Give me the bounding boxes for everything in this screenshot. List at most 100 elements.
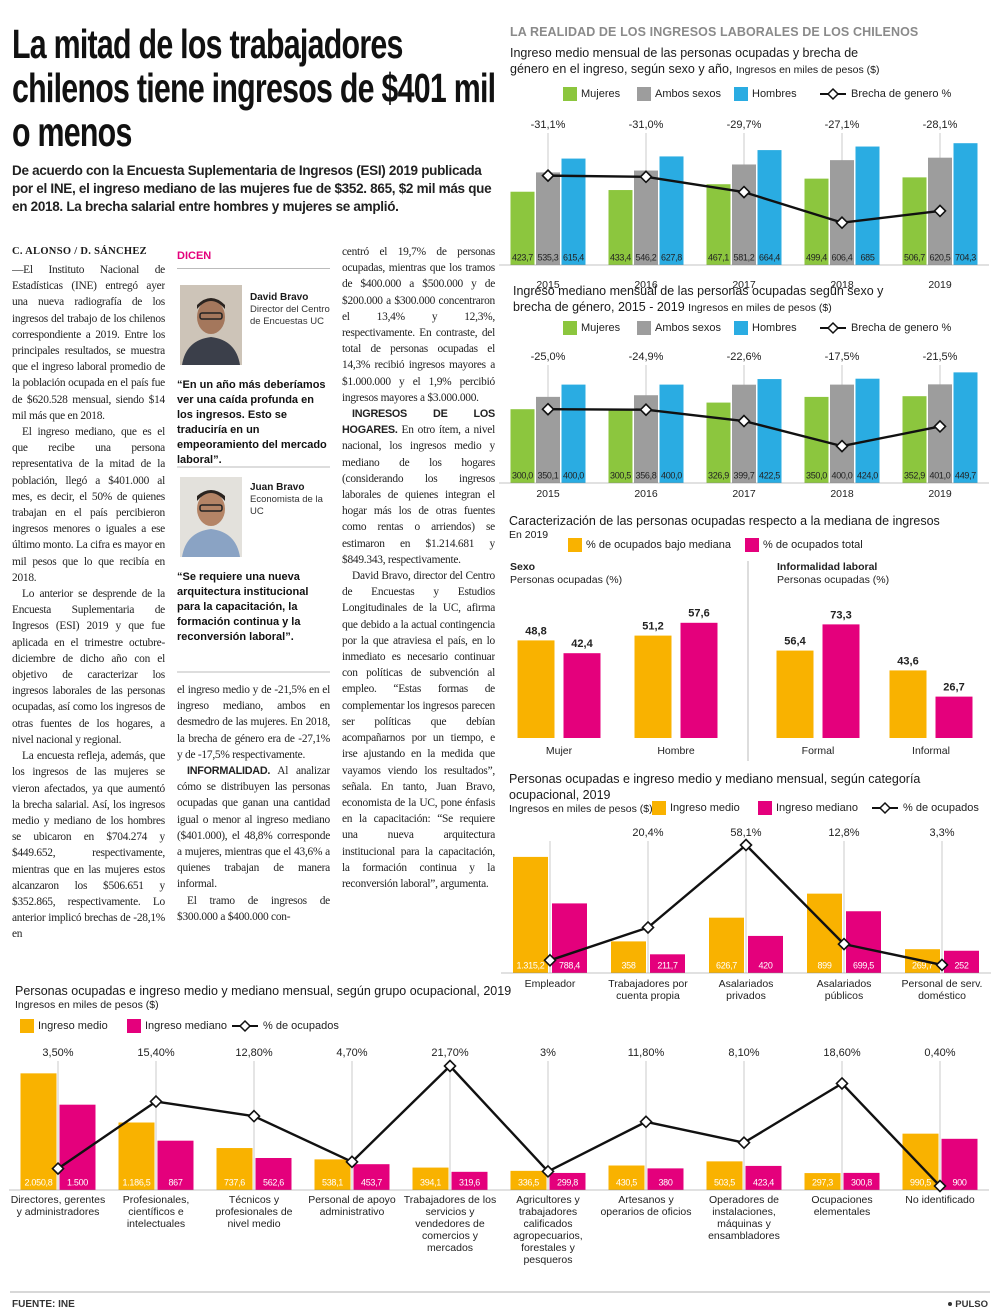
legend-swatch	[734, 87, 748, 101]
line-value-label: 18,60%	[823, 1047, 861, 1059]
bar	[634, 170, 658, 265]
bar-value-label: 399,7	[733, 470, 754, 480]
chart-title: Ingreso mediano mensual de las personas …	[513, 284, 884, 314]
paragraph-text: El ingreso mediano, que es el que recibe…	[12, 426, 165, 584]
bar-value-label: 269,7	[912, 960, 933, 970]
line-marker	[541, 1164, 555, 1179]
brand-block: PULSO	[948, 1299, 988, 1310]
x-tick-label: 2015	[536, 279, 560, 291]
line-value-label: 8,10%	[728, 1047, 759, 1059]
bar	[561, 158, 586, 265]
line-value-label: -27,1%	[825, 119, 860, 131]
bar	[889, 670, 927, 738]
line-marker	[247, 1109, 261, 1123]
chart-subtitle: Ingresos en miles de pesos ($)	[509, 803, 653, 815]
bar-value-label: 581,2	[733, 252, 754, 262]
bar	[513, 856, 548, 973]
bar	[561, 384, 586, 483]
chart-title-block: Ingreso medio mensual de las personas oc…	[510, 45, 880, 78]
line-marker	[835, 216, 849, 230]
bar	[745, 1165, 782, 1190]
line-value-label: -28,1%	[923, 119, 958, 131]
line-marker	[541, 168, 555, 183]
bar	[757, 150, 782, 265]
paragraph-text: el ingreso medio y de -21,5% en el ingre…	[177, 684, 330, 761]
line-marker	[51, 1161, 65, 1176]
bar-value-label: 356,8	[635, 470, 656, 480]
bar	[216, 1148, 253, 1190]
legend-swatch	[127, 1019, 141, 1033]
line-value-label: 11,80%	[628, 1047, 665, 1059]
bar	[510, 191, 535, 265]
bar	[928, 384, 952, 483]
bar	[20, 1073, 57, 1190]
photo	[180, 285, 242, 365]
bar	[935, 696, 973, 738]
bar	[659, 156, 684, 265]
bar	[517, 640, 555, 738]
x-tick-label: 2017	[732, 488, 756, 500]
bar	[634, 635, 672, 738]
lead: De acuerdo con la Encuesta Suplementaria…	[12, 163, 492, 214]
line-marker	[541, 402, 555, 416]
bar-value-label: 56,4	[784, 635, 806, 647]
chart-title-block: Personas ocupadas e ingreso medio y medi…	[15, 983, 915, 1012]
legend-swatch	[563, 321, 577, 335]
x-tick-label: Asalariados públicos	[816, 978, 872, 1002]
x-tick-label: Personal de serv. doméstico	[901, 978, 983, 1002]
bar-value-label: 423,7	[512, 252, 533, 262]
bar-value-label: 300,0	[512, 470, 533, 480]
x-tick-label: 2018	[830, 279, 854, 291]
paragraph-text: El tramo de ingresos de $300.000 a $400.…	[177, 894, 330, 923]
chart-title: Personas ocupadas e ingreso medio y medi…	[509, 772, 921, 802]
bar-value-label: 538,1	[322, 1177, 343, 1187]
bar	[843, 1172, 880, 1190]
line-value-label: -24,9%	[629, 351, 664, 363]
bar	[157, 1140, 194, 1190]
paragraph: —El Instituto Nacional de Estadísticas (…	[12, 262, 165, 424]
line-value-label: 12,80%	[235, 1047, 273, 1059]
x-tick-label: 2015	[536, 488, 560, 500]
bar	[941, 1138, 978, 1190]
bar-value-label: 358	[621, 960, 635, 970]
bar-value-label: 400,0	[563, 470, 584, 480]
line	[57, 1064, 941, 1187]
quote: “Se requiere una nueva arquitectura inst…	[177, 571, 309, 643]
line-marker	[739, 838, 753, 852]
legend-label: % de ocupados total	[763, 539, 863, 551]
bar	[510, 1170, 547, 1190]
bar-value-label: 499,4	[806, 252, 827, 262]
legend-label: Brecha de genero %	[851, 322, 952, 334]
paragraph-text: David Bravo, director del Centro de Encu…	[342, 570, 495, 890]
x-tick-label: Artesanos y operarios de oficios	[600, 1194, 692, 1218]
paragraph: La encuesta refleja, además, que los ing…	[12, 748, 165, 942]
bar-value-label: 319,6	[459, 1177, 480, 1187]
bar	[757, 379, 782, 483]
line-marker	[835, 439, 849, 453]
bar-value-label: 380	[658, 1177, 672, 1187]
legend-marker	[878, 801, 892, 815]
x-tick-label: Personal de apoyo administrativo	[308, 1194, 396, 1218]
x-tick-label: No identificado	[905, 1194, 975, 1206]
legend-swatch	[637, 87, 651, 101]
bar	[647, 1168, 684, 1190]
bar-value-label: 899	[817, 960, 831, 970]
x-tick-label: Ocupaciones elementales	[811, 1194, 873, 1218]
legend-label: Mujeres	[581, 322, 621, 334]
bar-value-label: 449,7	[955, 470, 976, 480]
x-tick-label: Informal	[912, 745, 950, 757]
line-value-label: 0,40%	[924, 1047, 955, 1059]
x-tick-label: Empleador	[524, 978, 576, 990]
line-value-label: -21,5%	[923, 351, 958, 363]
bar	[608, 1165, 645, 1190]
bar-value-label: 422,5	[759, 470, 780, 480]
x-tick-label: 2017	[732, 279, 756, 291]
legend-swatch	[20, 1019, 34, 1033]
panel-title: Sexo	[510, 561, 536, 573]
legend-label: Ingreso mediano	[776, 802, 858, 814]
bar-value-label: 336,5	[518, 1177, 539, 1187]
x-tick-label: Trabajadores por cuenta propia	[608, 978, 688, 1002]
bar-value-label: 535,3	[537, 252, 558, 262]
quote: “En un año más deberíamos ver una caída …	[177, 379, 327, 466]
bar-value-label: 453,7	[361, 1177, 382, 1187]
